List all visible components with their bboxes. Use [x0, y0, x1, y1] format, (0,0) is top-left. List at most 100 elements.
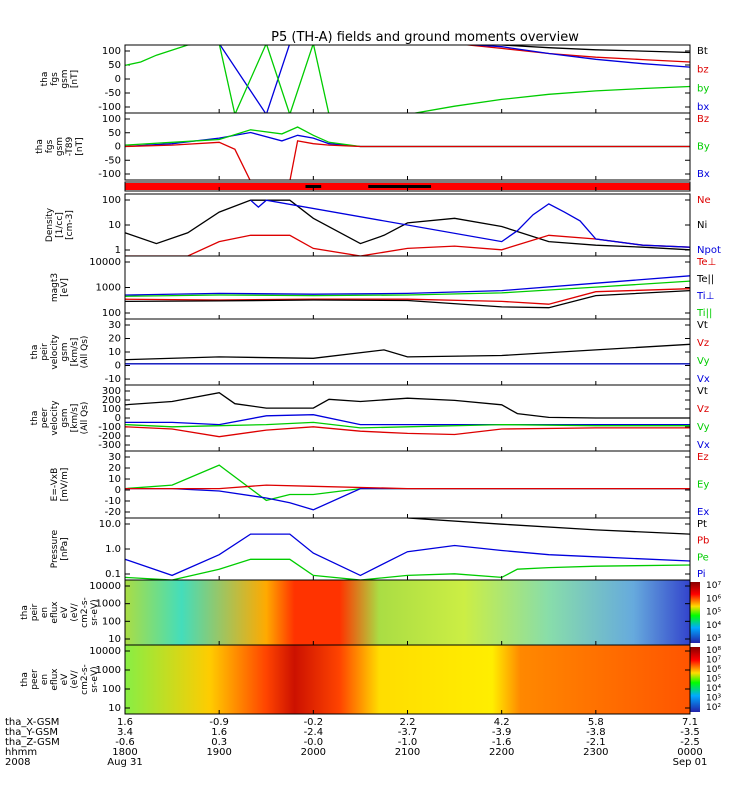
y-axis-label: [mV/m]: [60, 468, 70, 502]
legend-entry: Vy: [697, 356, 710, 367]
panel-3: [124, 181, 691, 192]
y-tick-label: 0: [115, 361, 121, 372]
legend-entry: Vz: [697, 404, 709, 415]
y-axis-label: tha: [40, 72, 50, 87]
y-tick-label: -10: [105, 496, 121, 507]
y-axis-label: gsm: [60, 342, 70, 361]
y-axis-label: [km/s]: [70, 338, 80, 367]
series-group: [125, 126, 690, 180]
colorbar: [690, 647, 700, 712]
y-axis-label: fgs: [50, 72, 60, 86]
y-axis-label: tha: [20, 672, 30, 687]
panel-frame: [124, 318, 691, 386]
x-axis-value: -3.7: [398, 727, 418, 738]
legend-entry: bz: [697, 65, 709, 76]
y-tick-label: 10: [108, 347, 121, 358]
x-axis-value: 1900: [206, 747, 231, 758]
panel-9: Pressure [nPa] 10.0 1.0 0.1 Pt Pb Pe Pi: [50, 517, 709, 581]
series-line-Bt: [479, 45, 690, 54]
legend-entry: Ti⊥: [696, 291, 714, 302]
y-axis-label: (All Qs): [80, 336, 90, 369]
series-line-by: [125, 45, 690, 113]
y-axis-label: peer: [40, 407, 50, 428]
y-tick-label: -100: [98, 422, 121, 433]
y-tick-label: -200: [98, 431, 121, 442]
y-tick-label: 300: [102, 386, 121, 397]
x-axis-value: -3.9: [492, 727, 512, 738]
series-line-Vz: [125, 426, 690, 438]
y-axis-label: sr-eV): [90, 599, 100, 625]
y-axis-label: [nT]: [75, 137, 85, 155]
x-axis-value: -2.1: [586, 737, 606, 748]
y-axis-label: cm2-s-: [80, 664, 90, 695]
legend-entry: Vy: [697, 422, 710, 433]
colorbar-label: 10³: [706, 694, 721, 704]
y-tick-label: 20: [108, 334, 121, 345]
x-axis-value: -2.4: [304, 727, 324, 738]
y-tick-label: 10.0: [99, 519, 121, 530]
x-axis-value: 2000: [301, 747, 326, 758]
y-tick-label: 10000: [89, 257, 121, 268]
y-tick-label: 100: [102, 46, 121, 57]
colorbar-label: 10⁵: [706, 675, 721, 685]
y-axis-label: peir: [30, 603, 40, 621]
y-tick-label: 1.0: [105, 544, 121, 555]
x-axis-value: 4.2: [494, 717, 510, 728]
colorbar-label: 10³: [706, 634, 721, 644]
legend-entry: Bt: [697, 46, 708, 57]
y-tick-label: 10000: [89, 581, 121, 592]
y-axis-label: en: [40, 607, 50, 618]
legend-entry: Te⊥: [696, 257, 716, 268]
y-axis-label: en: [40, 674, 50, 685]
legend-entry: Vz: [697, 338, 709, 349]
legend-entry: Bx: [697, 169, 710, 180]
series-line-Pi: [125, 533, 690, 577]
series-line-Te⊥: [125, 288, 690, 305]
x-axis-value: -1.6: [492, 737, 512, 748]
y-axis-label: sr-eV): [90, 666, 100, 692]
mode-bar-segment: [305, 185, 322, 188]
legend-entry: By: [697, 142, 710, 153]
legend-entry: Vx: [697, 440, 710, 451]
y-tick-label: 100: [102, 195, 121, 206]
x-axis-row-label: tha_X-GSM: [5, 717, 59, 728]
x-axis-value: Sep 01: [673, 757, 708, 768]
series-line-Ti⊥: [125, 275, 690, 296]
y-tick-label: 100: [102, 308, 121, 319]
series-line-Vt: [125, 343, 690, 361]
panel-4: Density [1/cc] [cm-3] 100 10 1 Ne Ni Npot: [45, 193, 721, 257]
legend-entry: Pe: [697, 552, 709, 563]
x-axis-value: 5.8: [588, 717, 604, 728]
y-axis-label: eV: [60, 606, 70, 619]
spectrogram: [125, 580, 690, 645]
x-axis-value: 1.6: [117, 717, 133, 728]
series-line-Ez: [125, 484, 690, 490]
y-tick-label: -50: [105, 88, 121, 99]
series-line-Vy: [125, 421, 690, 429]
series-line-Ex: [125, 487, 690, 511]
series-group: [125, 392, 690, 438]
x-axis-row-label: tha_Z-GSM: [5, 737, 60, 748]
x-axis-value: -3.8: [586, 727, 606, 738]
x-axis-value: 0000: [677, 747, 702, 758]
x-axis-value: 1.6: [211, 727, 227, 738]
series-line-Ey: [125, 464, 690, 502]
y-axis-label: velocity: [50, 334, 60, 370]
y-tick-label: 0: [115, 74, 121, 85]
panel-1: tha fgs gsm [nT] 100 50 0 -50 -100 Bt bz by bx: [40, 44, 709, 114]
x-axis-value: -0.9: [209, 717, 229, 728]
y-axis-label: peir: [40, 343, 50, 361]
colorbar-label: 10⁸: [706, 646, 721, 656]
legend-entry: Ez: [697, 452, 709, 463]
series-line-bx: [219, 45, 690, 113]
y-tick-label: -100: [98, 169, 121, 180]
y-axis-label: [eV]: [60, 278, 70, 297]
y-tick-label: 100: [102, 616, 121, 627]
y-axis-label: [km/s]: [70, 404, 80, 433]
colorbar-label: 10⁴: [706, 684, 721, 694]
panel-10: tha peir en eflux eV (eV/cm2-s-sr-eV) 10000 100…: [20, 579, 721, 646]
y-axis-label: gsm: [60, 69, 70, 88]
panel-5: magt3 [eV] 10000 1000 100 Te⊥ Te|| Ti⊥ Ti||: [50, 255, 716, 320]
